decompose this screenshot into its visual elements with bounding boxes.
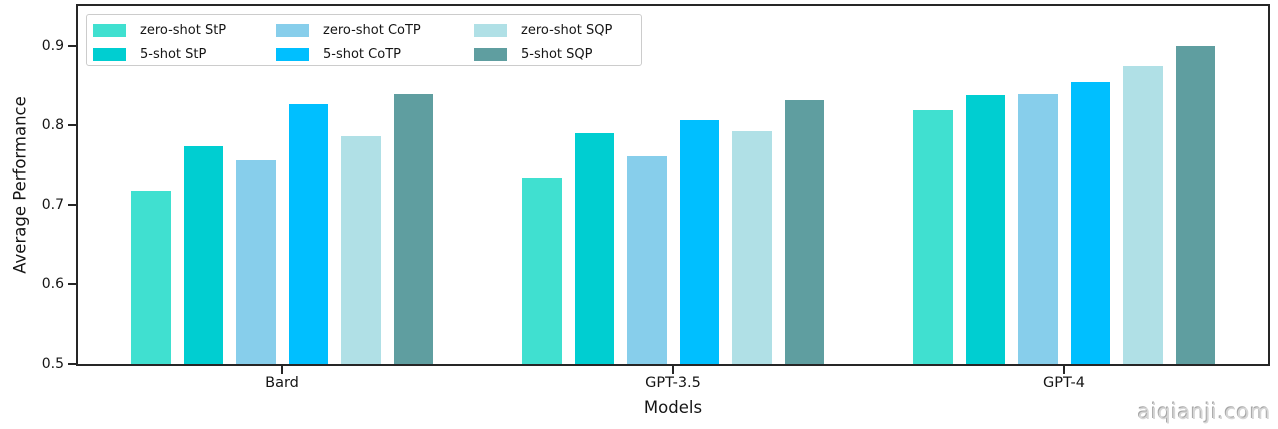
bar-bard-zero-shot-stp [131,191,171,364]
legend-swatch-5-shot-sqp [474,48,507,61]
x-tick-label-bard: Bard [265,375,299,391]
legend-label-5-shot-stp: 5-shot StP [140,47,207,62]
legend-swatch-5-shot-stp [93,48,126,61]
y-tick-mark [68,203,76,206]
bar-gpt-3-5-zero-shot-cotp [627,155,667,364]
bar-gpt-4-zero-shot-cotp [1018,93,1058,364]
bar-gpt-3-5-5-shot-stp [574,133,614,364]
legend-label-5-shot-cotp: 5-shot CoTP [323,47,401,62]
legend-swatch-5-shot-cotp [276,48,309,61]
x-tick-mark [1063,366,1065,374]
y-tick-label: 0.9 [41,37,64,54]
bar-bard-5-shot-stp [183,146,223,364]
y-tick-mark [68,363,76,365]
legend-label-zero-shot-sqp: zero-shot SQP [521,23,613,38]
bar-bard-zero-shot-cotp [236,159,276,364]
y-tick-mark [68,44,76,47]
legend-label-5-shot-sqp: 5-shot SQP [521,47,593,62]
legend: zero-shot StP 5-shot StP zero-shot CoTP 5-s… [86,14,642,66]
x-tick-mark [672,366,674,374]
bar-bard-5-shot-cotp [288,103,328,364]
y-tick-label: 0.8 [41,117,64,134]
x-axis-label: Models [643,398,703,417]
y-axis-label: Average Performance [10,96,30,274]
y-tick-mark [68,283,76,286]
bar-gpt-3-5-5-shot-sqp [784,99,824,364]
bar-gpt-3-5-zero-shot-stp [522,177,562,364]
bar-gpt-3-5-5-shot-cotp [679,119,719,364]
x-tick-label-gpt-3-5: GPT-3.5 [645,375,701,391]
legend-swatch-zero-shot-cotp [276,24,309,37]
y-tick-label: 0.5 [41,356,64,372]
x-tick-label-gpt-4: GPT-4 [1043,375,1085,391]
bar-gpt-4-5-shot-cotp [1070,81,1110,364]
y-tick-mark [68,124,76,127]
watermark: aiqianji.com [1137,400,1271,424]
bar-gpt-4-zero-shot-stp [913,110,953,364]
legend-label-zero-shot-cotp: zero-shot CoTP [323,23,421,38]
bar-bard-5-shot-sqp [393,93,433,364]
x-tick-mark [281,366,283,374]
bar-gpt-4-zero-shot-sqp [1123,65,1163,364]
bar-gpt-3-5-zero-shot-sqp [732,130,772,364]
y-tick-label: 0.6 [41,276,64,293]
legend-label-zero-shot-stp: zero-shot StP [140,23,227,38]
legend-swatch-zero-shot-sqp [474,24,507,37]
bar-gpt-4-5-shot-sqp [1175,45,1215,364]
y-tick-label: 0.7 [41,196,64,213]
legend-swatch-zero-shot-stp [93,24,126,37]
bar-bard-zero-shot-sqp [341,136,381,364]
bar-gpt-4-5-shot-stp [965,95,1005,364]
